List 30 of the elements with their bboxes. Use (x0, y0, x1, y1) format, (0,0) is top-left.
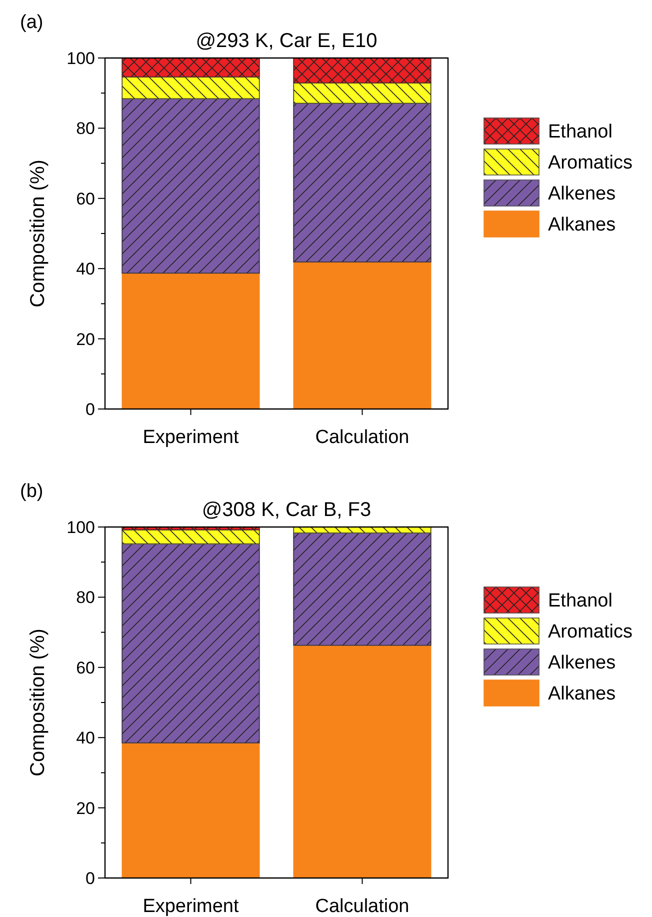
legend-label: Aromatics (548, 622, 632, 643)
x-tick-label: Calculation (315, 427, 410, 448)
legend-label: Ethanol (548, 122, 612, 143)
y-tick-label: 60 (76, 189, 95, 208)
y-axis-title: Composition (%) (27, 628, 49, 776)
y-tick-label: 80 (76, 588, 95, 608)
y-tick-label: 80 (76, 119, 95, 138)
legend-label: Alkenes (548, 652, 616, 674)
legend-label: Alkanes (548, 684, 616, 705)
chart-title: @308 K, Car B, F3 (202, 499, 372, 521)
x-tick-label: Experiment (142, 896, 240, 917)
text: (b) (20, 481, 44, 502)
y-tick-label: 40 (76, 728, 95, 748)
legend-label: Alkanes (548, 214, 616, 236)
y-tick-label: 0 (86, 400, 95, 419)
y-tick-label: 20 (76, 330, 95, 349)
y-tick-label: 100 (66, 48, 95, 68)
legend-label: Alkenes (548, 184, 616, 205)
legend-label: Aromatics (548, 152, 632, 174)
chart-title: @293 K, Car E, E10 (196, 30, 378, 52)
y-tick-label: 0 (86, 868, 95, 888)
x-tick-label: Calculation (315, 896, 410, 917)
y-tick-label: 100 (66, 518, 95, 537)
y-tick-label: 20 (76, 798, 95, 818)
y-tick-label: 40 (76, 260, 95, 279)
y-axis-title: Composition (%) (27, 160, 49, 308)
legend-label: Ethanol (548, 590, 612, 612)
text: (a) (20, 12, 44, 33)
x-tick-label: Experiment (142, 427, 240, 448)
y-tick-label: 60 (76, 658, 95, 678)
